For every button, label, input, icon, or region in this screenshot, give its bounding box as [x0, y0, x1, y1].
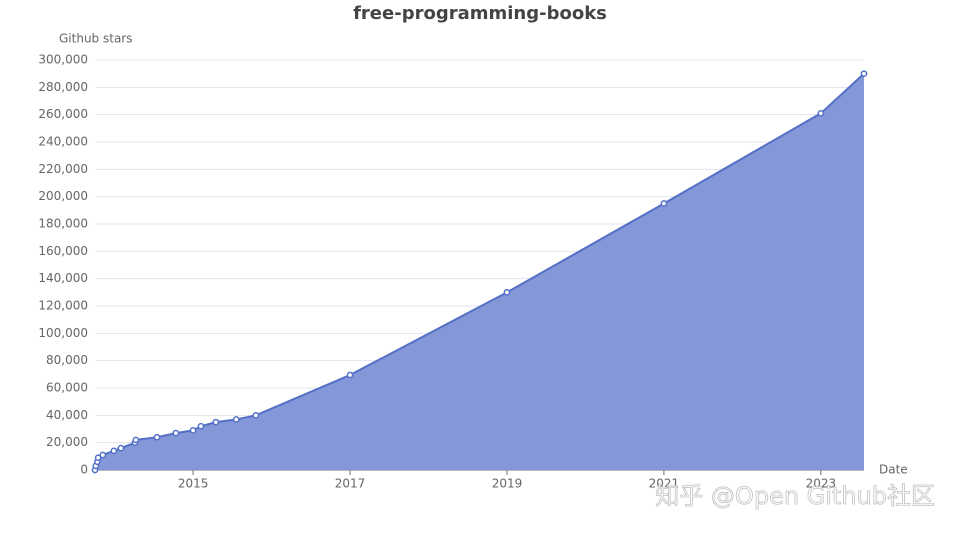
x-tick-label: 2015 — [178, 477, 209, 491]
y-tick-label: 80,000 — [46, 353, 88, 367]
y-tick-label: 200,000 — [38, 189, 88, 203]
y-tick-label: 280,000 — [38, 80, 88, 94]
y-tick-label: 260,000 — [38, 107, 88, 121]
point — [94, 454, 102, 462]
point — [232, 416, 240, 423]
y-tick-label: 140,000 — [38, 271, 88, 285]
y-tick-label: 180,000 — [38, 217, 88, 231]
point — [252, 411, 260, 419]
y-axis-label: Github stars — [59, 32, 132, 46]
point — [860, 70, 868, 78]
y-tick-label: 220,000 — [38, 162, 88, 176]
x-tick-label: 2019 — [492, 477, 523, 491]
y-tick-label: 0 — [80, 463, 88, 477]
y-tick-label: 100,000 — [38, 326, 88, 340]
point — [212, 418, 220, 426]
point — [132, 436, 140, 444]
y-tick-label: 60,000 — [46, 381, 88, 395]
chart-title: free-programming-books — [353, 3, 607, 24]
point — [197, 422, 205, 430]
point — [153, 433, 161, 441]
x-tick-label: 2021 — [649, 477, 680, 491]
point — [172, 429, 180, 437]
area — [95, 73, 864, 471]
point — [503, 288, 511, 296]
point — [189, 427, 197, 434]
x-tick-label: 2017 — [335, 477, 366, 491]
watermark: 知乎 @Open Github社区 — [655, 482, 935, 510]
x-axis-label: Date — [879, 463, 908, 477]
point — [117, 444, 125, 452]
point — [346, 371, 354, 379]
y-tick-label: 120,000 — [38, 299, 88, 313]
point — [99, 451, 107, 459]
x-tick-label: 2023 — [806, 477, 837, 491]
y-tick-label: 20,000 — [46, 435, 88, 449]
point — [660, 200, 668, 207]
point — [817, 109, 825, 117]
y-tick-label: 300,000 — [38, 53, 88, 67]
point — [110, 447, 118, 455]
y-tick-label: 240,000 — [38, 135, 88, 149]
y-tick-label: 40,000 — [46, 408, 88, 422]
y-tick-label: 160,000 — [38, 244, 88, 258]
